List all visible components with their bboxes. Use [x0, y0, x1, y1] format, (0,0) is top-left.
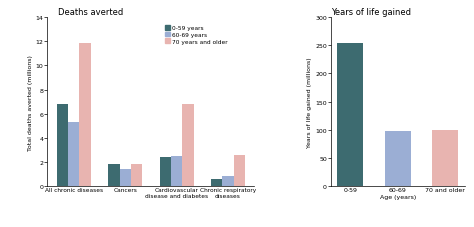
Bar — [385, 132, 411, 186]
Bar — [234, 155, 245, 186]
Legend: 0-59 years, 60-69 years, 70 years and older: 0-59 years, 60-69 years, 70 years and ol… — [164, 25, 229, 46]
Bar — [171, 156, 182, 186]
Text: Deaths averted: Deaths averted — [58, 8, 123, 17]
Bar — [222, 176, 234, 186]
Y-axis label: Years of life gained (millions): Years of life gained (millions) — [307, 57, 312, 147]
Text: Years of life gained: Years of life gained — [331, 8, 411, 17]
Bar — [119, 169, 131, 186]
Bar — [57, 105, 68, 186]
Bar — [160, 157, 171, 186]
Y-axis label: Total deaths averted (millions): Total deaths averted (millions) — [27, 54, 33, 150]
Bar — [337, 43, 363, 186]
Bar — [211, 179, 222, 186]
Bar — [108, 164, 119, 186]
Bar — [182, 105, 193, 186]
Bar — [432, 130, 458, 186]
Bar — [68, 123, 80, 186]
Bar — [131, 164, 142, 186]
X-axis label: Age (years): Age (years) — [380, 194, 416, 199]
Bar — [80, 43, 91, 186]
